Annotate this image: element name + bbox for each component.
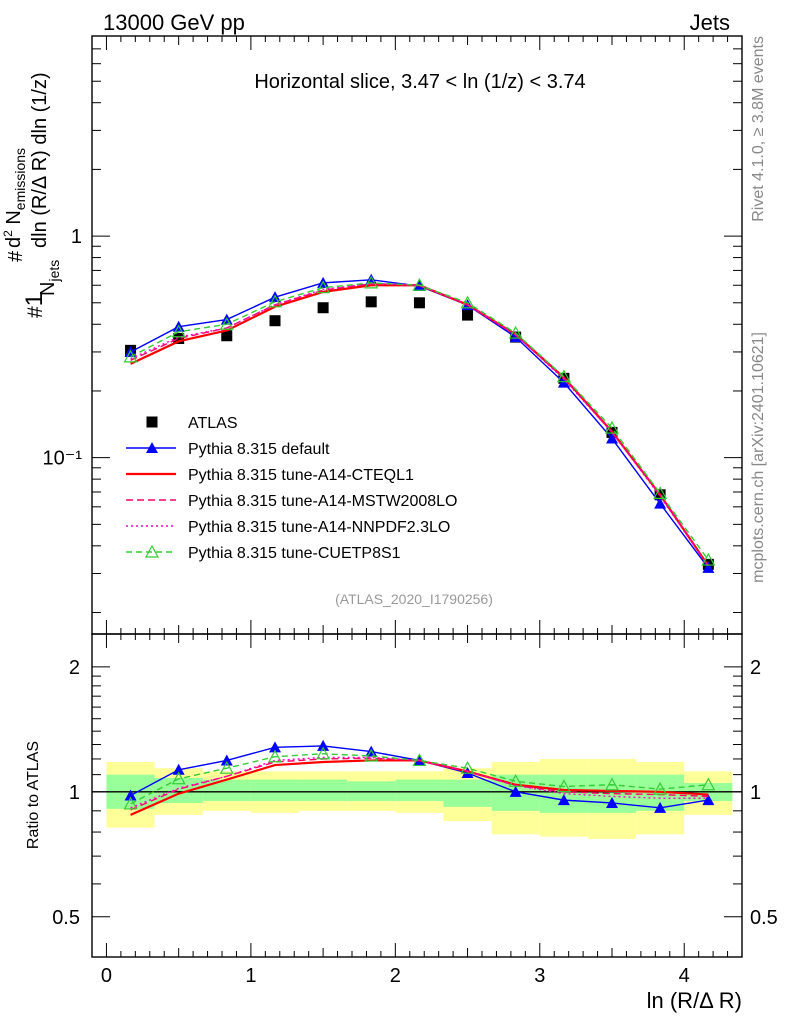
ratio-point-pythia-8-315-default	[606, 796, 618, 808]
main-point-pythia-8-315-tune-cuetp8s1	[604, 420, 620, 434]
ratio-y-tick-label-right: 2	[750, 657, 761, 679]
ratio-band-green	[443, 779, 492, 807]
legend-marker-pythia-8-315-tune-cuetp8s1	[144, 544, 160, 558]
main-point-atlas	[269, 315, 281, 327]
main-point-atlas	[317, 302, 329, 314]
ratio-y-tick-label-right: 0.5	[750, 907, 778, 929]
x-tick-label: 2	[390, 965, 401, 987]
legend-label-pythia-8-315-tune-a14-mstw2008lo: Pythia 8.315 tune-A14-MSTW2008LO	[188, 493, 457, 510]
main-point-pythia-8-315-tune-cuetp8s1	[219, 317, 234, 330]
ratio-point-pythia-8-315-default	[509, 785, 522, 797]
ratio-panel: 0 1 2 3 4 0.5 0.5 1 1 2 2	[52, 36, 778, 987]
main-point-pythia-8-315-tune-cuetp8s1	[701, 552, 716, 566]
ratio-band-green	[395, 779, 444, 802]
svg-text:#1: #1	[21, 293, 48, 318]
main-y-tick-label: 1	[71, 226, 82, 248]
ratio-uncertainty-bands	[106, 758, 733, 839]
ratio-point-pythia-8-315-tune-cuetp8s1	[508, 774, 523, 787]
main-point-atlas	[462, 309, 474, 321]
main-point-pythia-8-315-tune-cuetp8s1	[556, 369, 571, 383]
rivet-version-label: Rivet 4.1.0, ≥ 3.8M events	[750, 36, 767, 222]
main-point-atlas	[413, 297, 425, 309]
main-line-pythia-8-315-tune-cuetp8s1	[130, 282, 709, 561]
ratio-point-pythia-8-315-tune-cuetp8s1	[364, 748, 379, 762]
ratio-y-axis-label: Ratio to ATLAS	[25, 741, 42, 849]
ratio-point-pythia-8-315-tune-cuetp8s1	[604, 777, 620, 791]
svg-text:Njets: Njets	[37, 260, 62, 296]
ratio-point-pythia-8-315-tune-cuetp8s1	[556, 779, 571, 793]
main-line-pythia-8-315-tune-a14-nnpdf2-3lo	[130, 282, 709, 568]
ratio-point-pythia-8-315-tune-cuetp8s1	[316, 746, 331, 760]
svg-text:#: #	[5, 250, 27, 262]
ratio-band-green	[154, 777, 203, 803]
main-point-pythia-8-315-default	[509, 331, 522, 343]
ratio-point-pythia-8-315-default	[702, 794, 715, 806]
main-point-pythia-8-315-tune-cuetp8s1	[123, 349, 138, 363]
main-y-axis-label: #1 Njets # d2 Nemissions dln (R/Δ R) dln…	[1, 72, 62, 318]
legend-label-atlas: ATLAS	[188, 415, 238, 432]
main-point-pythia-8-315-default	[702, 561, 715, 573]
x-tick-label: 1	[245, 965, 256, 987]
ratio-y-tick-label: 1	[69, 782, 80, 804]
legend-marker-pythia-8-315-default	[146, 442, 158, 453]
ratio-line-pythia-8-315-tune-a14-nnpdf2-3lo	[130, 756, 709, 809]
legend-label-pythia-8-315-default: Pythia 8.315 default	[188, 441, 330, 458]
main-point-pythia-8-315-tune-cuetp8s1	[508, 325, 523, 339]
x-tick-label: 4	[679, 965, 690, 987]
main-point-atlas	[221, 330, 233, 342]
main-point-atlas	[365, 296, 377, 308]
main-point-pythia-8-315-tune-cuetp8s1	[364, 275, 379, 289]
mcplots-reference-label: mcplots.cern.ch [arXiv:2401.10621]	[750, 332, 767, 583]
main-point-pythia-8-315-tune-cuetp8s1	[171, 324, 186, 338]
ratio-point-pythia-8-315-tune-cuetp8s1	[701, 777, 716, 791]
ratio-point-pythia-8-315-tune-cuetp8s1	[123, 796, 138, 810]
x-tick-label: 0	[101, 965, 112, 987]
main-panel-title: Horizontal slice, 3.47 < ln (1/z) < 3.74	[254, 71, 585, 93]
main-point-pythia-8-315-tune-cuetp8s1	[316, 280, 331, 294]
ratio-point-pythia-8-315-default	[269, 741, 282, 753]
main-point-pythia-8-315-tune-cuetp8s1	[268, 294, 283, 308]
legend-marker-atlas	[146, 416, 158, 428]
main-point-pythia-8-315-tune-cuetp8s1	[653, 486, 668, 499]
main-point-atlas	[173, 332, 185, 344]
legend-label-pythia-8-315-tune-cuetp8s1: Pythia 8.315 tune-CUETP8S1	[188, 545, 401, 562]
ratio-y-tick-label-right: 1	[750, 782, 761, 804]
svg-text:d2 Nemissions: d2 Nemissions	[1, 148, 28, 248]
main-point-pythia-8-315-default	[654, 497, 667, 509]
ratio-point-pythia-8-315-default	[220, 754, 233, 766]
legend: ATLAS Pythia 8.315 default Pythia 8.315 tu…	[126, 415, 457, 562]
ratio-point-pythia-8-315-tune-cuetp8s1	[412, 753, 427, 767]
ratio-point-pythia-8-315-default	[317, 739, 330, 751]
ratio-band-green	[250, 779, 299, 802]
ratio-frame	[91, 633, 743, 958]
x-axis-label: ln (R/Δ R)	[647, 988, 742, 1013]
ratio-point-pythia-8-315-tune-cuetp8s1	[460, 760, 475, 774]
analysis-watermark: (ATLAS_2020_I1790256)	[335, 591, 493, 607]
header-process-label: Jets	[690, 10, 730, 35]
ratio-band-green	[298, 779, 348, 802]
main-point-pythia-8-315-tune-cuetp8s1	[460, 295, 475, 309]
ratio-point-pythia-8-315-tune-cuetp8s1	[171, 771, 186, 785]
x-tick-label: 3	[534, 965, 545, 987]
ratio-point-pythia-8-315-default	[654, 801, 667, 813]
ratio-point-pythia-8-315-tune-cuetp8s1	[268, 749, 283, 763]
ratio-line-pythia-8-315-tune-cuetp8s1	[130, 753, 709, 805]
ratio-point-pythia-8-315-default	[124, 789, 137, 801]
main-point-pythia-8-315-tune-cuetp8s1	[412, 277, 427, 291]
ratio-point-pythia-8-315-default	[557, 794, 570, 806]
ratio-y-tick-label: 0.5	[52, 907, 80, 929]
ratio-point-pythia-8-315-default	[172, 763, 185, 775]
main-y-tick-label: 10⁻¹	[43, 448, 83, 470]
legend-label-pythia-8-315-tune-a14-cteql1: Pythia 8.315 tune-A14-CTEQL1	[188, 467, 414, 484]
svg-text:dln (R/Δ R) dln (1/z): dln (R/Δ R) dln (1/z)	[29, 72, 51, 248]
ratio-y-tick-label: 2	[69, 657, 80, 679]
header-collision-label: 13000 GeV pp	[103, 10, 245, 35]
ratio-point-pythia-8-315-tune-cuetp8s1	[219, 760, 234, 774]
ratio-band-green	[202, 779, 251, 802]
ratio-point-pythia-8-315-tune-cuetp8s1	[653, 781, 668, 795]
main-point-pythia-8-315-default	[606, 432, 618, 444]
legend-label-pythia-8-315-tune-a14-nnpdf2-3lo: Pythia 8.315 tune-A14-NNPDF2.3LO	[188, 519, 450, 536]
